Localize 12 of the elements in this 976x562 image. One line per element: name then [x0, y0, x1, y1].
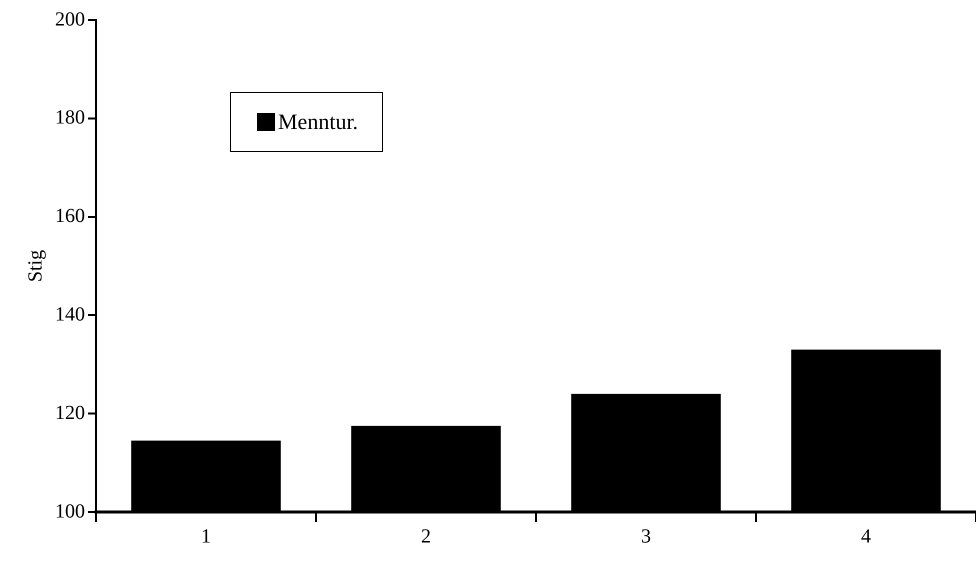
x-tick-label: 3: [641, 525, 651, 548]
legend-label: Menntur.: [278, 109, 358, 135]
y-tick-label: 180: [55, 106, 85, 129]
x-tick-label: 4: [861, 525, 871, 548]
y-axis-title: Stig: [24, 250, 46, 282]
y-tick-label: 120: [55, 402, 85, 424]
y-tick-label: 140: [55, 303, 85, 326]
x-tick-label: 1: [201, 525, 211, 548]
y-tick-label: 160: [55, 205, 85, 228]
y-tick-label: 100: [55, 500, 85, 522]
y-tick-label: 200: [55, 8, 85, 30]
x-tick-label: 2: [421, 525, 431, 548]
